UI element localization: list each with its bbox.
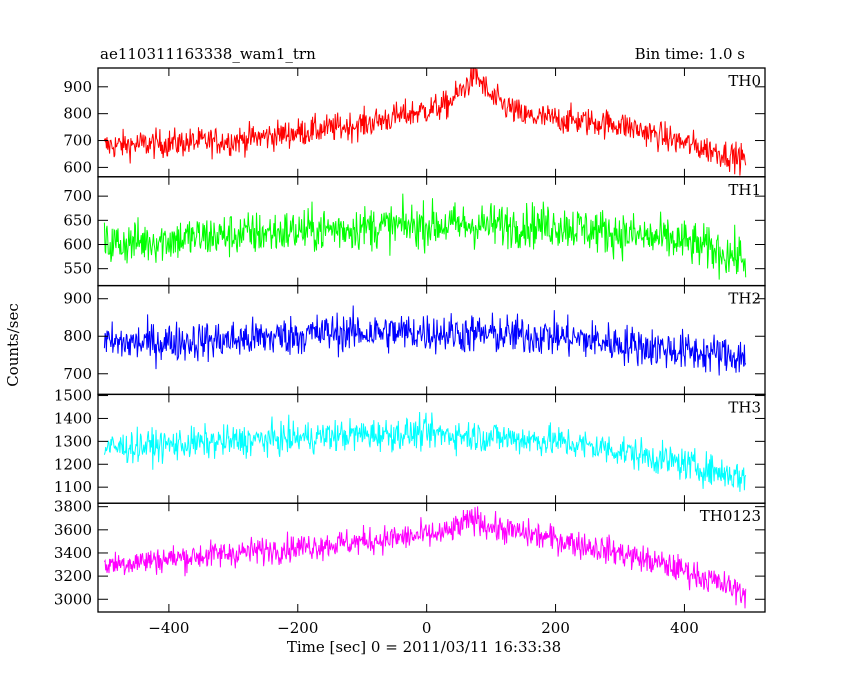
panel-label-th0: TH0	[728, 72, 761, 90]
y-tick-label: 700	[63, 187, 92, 205]
panel-label-th3: TH3	[728, 398, 761, 416]
x-tick-label: 0	[422, 619, 432, 637]
panel-label-th2: TH2	[728, 290, 761, 308]
y-axis-label: Counts/sec	[4, 303, 22, 387]
chart-title: ae110311163338_wam1_trn	[100, 45, 316, 63]
x-tick-label: −400	[148, 619, 189, 637]
panels-group: 600 700 800 900 TH0 550 600 650 700 TH1 700 800 900 T…	[54, 67, 766, 637]
y-tick-label: 3200	[54, 567, 92, 585]
y-tick-label: 3600	[54, 521, 92, 539]
y-tick-label: 1500	[54, 387, 92, 405]
y-tick-label: 900	[63, 78, 92, 96]
series-line-th1	[103, 193, 747, 280]
y-tick-label: 600	[63, 235, 92, 253]
y-tick-label: 550	[63, 260, 92, 278]
panel-label-th1: TH1	[728, 181, 761, 199]
y-tick-label: 800	[63, 327, 92, 345]
y-tick-label: 700	[63, 132, 92, 150]
y-tick-label: 650	[63, 211, 92, 229]
series-line-th3	[103, 411, 747, 492]
y-tick-label: 800	[63, 105, 92, 123]
panel-frame-th3	[97, 393, 766, 504]
y-tick-label: 1100	[54, 478, 92, 496]
y-tick-label: 900	[63, 290, 92, 308]
y-tick-label: 1200	[54, 455, 92, 473]
panel-label-th0123: TH0123	[700, 507, 761, 525]
panel-frame-th0123	[97, 502, 766, 613]
y-tick-label: 700	[63, 365, 92, 383]
bin-time-label: Bin time: 1.0 s	[635, 45, 745, 63]
series-line-th0	[103, 68, 747, 176]
y-tick-label: 3800	[54, 498, 92, 516]
y-tick-label: 600	[63, 158, 92, 176]
series-line-th0123	[103, 506, 747, 609]
x-tick-label: 400	[670, 619, 699, 637]
y-tick-label: 3000	[54, 590, 92, 608]
y-tick-label: 1300	[54, 432, 92, 450]
x-tick-label: −200	[277, 619, 318, 637]
y-tick-label: 3400	[54, 544, 92, 562]
series-line-th2	[103, 305, 747, 376]
x-tick-label: 200	[541, 619, 570, 637]
x-axis-label: Time [sec] 0 = 2011/03/11 16:33:38	[287, 638, 561, 656]
y-tick-label: 1400	[54, 409, 92, 427]
